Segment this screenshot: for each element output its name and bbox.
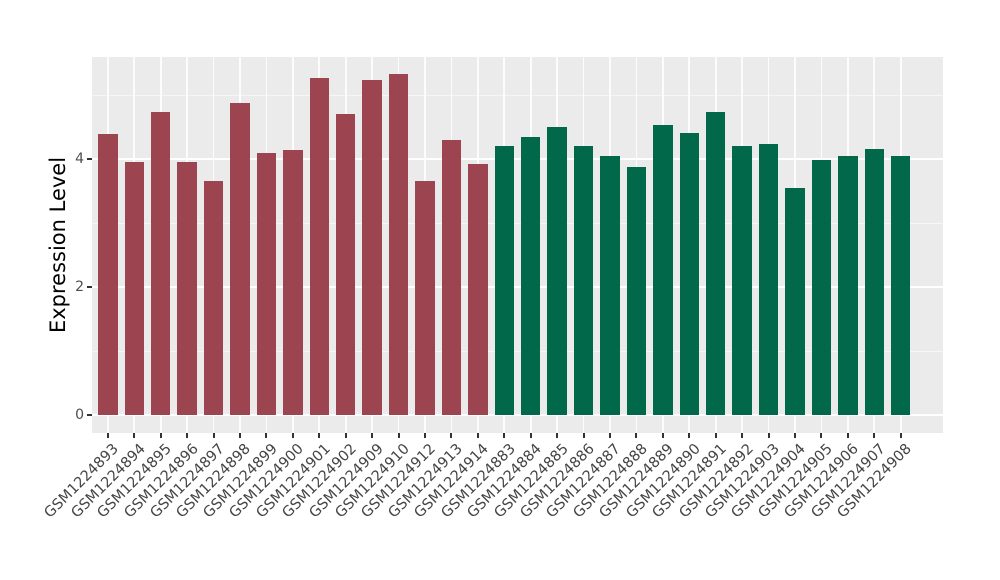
y-tick-label-2: 2 [75,279,84,295]
gridline-minor-y1 [92,351,943,352]
bar-GSM1224912 [415,180,435,415]
bar-GSM1224902 [335,114,356,415]
y-tick-mark [87,414,92,416]
y-tick-mark [87,286,92,288]
x-tick-mark [159,433,162,438]
plot-panel [92,57,943,433]
gridline-major-y0 [92,414,943,416]
y-tick-label-0: 0 [75,407,84,423]
y-axis-title: Expression Level [46,156,70,334]
bar-GSM1224883 [494,146,515,415]
x-tick-mark [899,433,902,438]
x-tick-mark [794,433,796,438]
bar-GSM1224901 [309,77,330,415]
x-tick-mark [344,433,347,438]
x-tick-mark [212,433,215,438]
gridline-minor-y5 [92,95,943,96]
bar-GSM1224889 [653,125,673,415]
x-tick-mark [106,433,109,438]
y-tick-label-4: 4 [75,151,84,167]
x-tick-mark [820,433,823,438]
bar-GSM1224905 [811,159,832,415]
x-tick-mark [133,433,136,438]
gridline-minor-y3 [92,223,943,224]
x-tick-mark [556,433,559,438]
bar-GSM1224907 [864,149,885,415]
bar-GSM1224884 [520,137,541,415]
bar-GSM1224906 [838,156,858,415]
bar-GSM1224892 [732,146,752,415]
bar-GSM1224914 [468,164,488,415]
x-tick-mark [186,433,189,438]
bar-GSM1224895 [150,112,171,415]
x-tick-mark [688,433,691,438]
x-tick-mark [503,433,506,438]
x-tick-mark [239,433,241,438]
bar-GSM1224913 [441,139,462,415]
bar-GSM1224893 [98,134,118,415]
x-tick-mark [661,433,664,438]
bar-GSM1224897 [203,180,224,415]
bar-GSM1224886 [573,145,594,415]
bar-GSM1224887 [600,156,620,415]
bar-GSM1224898 [230,102,250,415]
bar-GSM1224900 [283,150,303,415]
x-tick-mark [767,433,770,438]
x-tick-mark [635,433,638,438]
gridline-major-y4 [92,158,943,160]
gridline-major-y2 [92,286,943,288]
x-tick-mark [609,433,611,438]
x-tick-mark [714,433,717,438]
x-tick-mark [291,433,294,438]
x-tick-mark [450,433,453,438]
bar-GSM1224909 [362,80,382,415]
x-tick-mark [846,433,849,438]
x-tick-mark [873,433,876,438]
x-tick-mark [318,433,321,438]
x-tick-mark [582,433,585,438]
bar-GSM1224891 [705,111,726,415]
bar-GSM1224899 [256,152,277,415]
bar-GSM1224903 [758,144,779,415]
x-tick-mark [397,433,400,438]
x-tick-mark [741,433,744,438]
bar-GSM1224904 [785,188,805,415]
bar-GSM1224890 [679,133,700,415]
bar-GSM1224885 [547,127,567,415]
x-tick-mark [529,433,532,438]
y-tick-mark [87,158,92,160]
x-tick-mark [371,433,374,438]
bar-GSM1224908 [890,156,911,415]
bar-GSM1224910 [388,73,409,415]
bar-GSM1224888 [626,166,647,415]
bar-GSM1224896 [177,161,197,415]
x-tick-mark [424,433,426,438]
bar-GSM1224894 [124,162,145,415]
x-tick-mark [476,433,479,438]
x-tick-mark [265,433,268,438]
